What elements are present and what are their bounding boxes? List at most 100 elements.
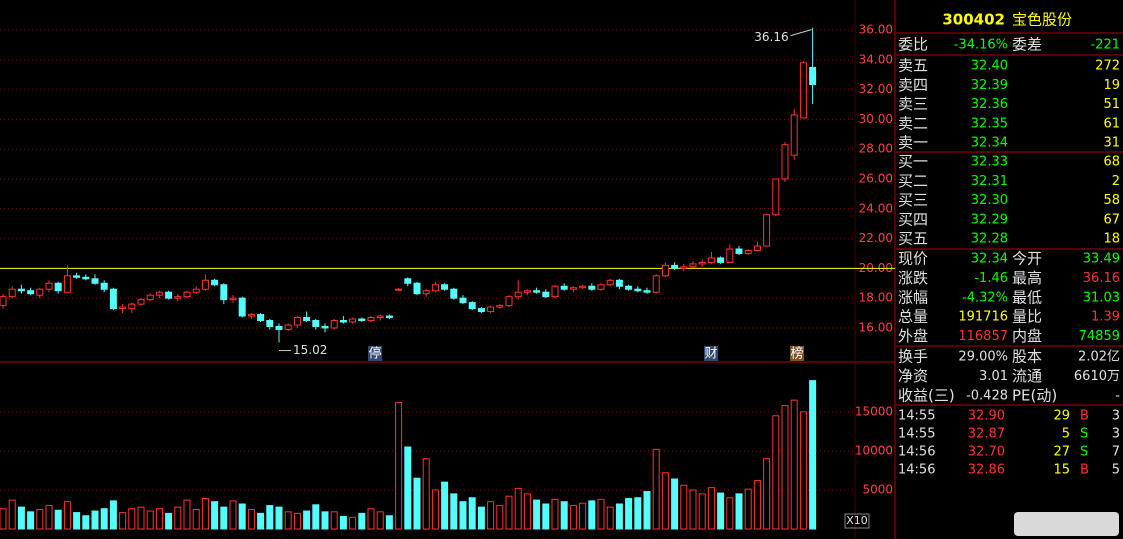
marker-box [790, 346, 804, 361]
tick-volume: 5 [1062, 427, 1070, 442]
volume-bar [551, 498, 559, 530]
volume-bar [183, 499, 191, 530]
volume-bar [339, 516, 347, 530]
book-volume: 31 [1103, 136, 1120, 151]
volume-bar [671, 478, 679, 530]
book-volume: 272 [1095, 59, 1120, 74]
volume-bar [413, 477, 421, 530]
stat-label: 涨跌 [898, 269, 928, 287]
candle-body [569, 287, 577, 290]
event-marker: 财 [704, 347, 717, 362]
volume-bar [634, 497, 642, 530]
candle-body [542, 291, 550, 298]
candle-body [165, 291, 173, 299]
stat-label: 股本 [1012, 348, 1042, 366]
volume-bar [441, 481, 449, 530]
tick-count: 7 [1112, 445, 1120, 460]
volume-bar [17, 506, 25, 530]
volume-bar [82, 515, 90, 530]
candle-body [395, 288, 403, 291]
marker-box [704, 346, 718, 361]
volume-bar [293, 512, 301, 530]
stat-value: 31.03 [1083, 290, 1120, 305]
candle-body [27, 290, 35, 295]
stat-label: 最高 [1012, 269, 1042, 287]
y-tick-label: 34.00 [859, 52, 893, 66]
tick-price: 32.86 [968, 463, 1005, 478]
volume-bar [0, 508, 7, 530]
candle-body [615, 279, 623, 287]
stat-value: 33.49 [1083, 252, 1120, 267]
stock-code: 300402 [942, 11, 1005, 29]
volume-bar [523, 493, 531, 530]
stat-label: 内盘 [1012, 327, 1042, 345]
volume-bar [146, 510, 154, 530]
candle-body [689, 263, 697, 268]
stat-label: 净资 [898, 367, 928, 385]
value: -34.16% [954, 38, 1008, 53]
candle-body [155, 291, 163, 296]
candle-body [579, 285, 587, 289]
annotation-label: 15.02 [293, 343, 327, 357]
candle-body [413, 282, 421, 295]
book-label: 买四 [898, 210, 928, 228]
candle-body [753, 245, 761, 251]
stat-value: 191716 [958, 310, 1008, 325]
candle-body [809, 66, 817, 86]
tick-volume: 15 [1053, 463, 1070, 478]
stock-name: 宝色股份 [1012, 11, 1072, 29]
candle-body [385, 315, 393, 319]
volume-unit: X10 [846, 514, 868, 527]
candle-body [551, 285, 559, 298]
candle-body [174, 296, 182, 299]
volume-bar [450, 493, 458, 530]
book-price: 32.36 [971, 97, 1008, 112]
book-label: 卖五 [898, 57, 928, 75]
candle-body [275, 325, 283, 330]
volume-bar [744, 488, 752, 530]
tick-side: B [1080, 463, 1089, 478]
book-volume: 2 [1112, 174, 1120, 189]
volume-bar [763, 458, 771, 530]
book-label: 买二 [898, 172, 928, 190]
candle-body [367, 317, 375, 322]
y-tick-label: 36.00 [859, 23, 893, 37]
candle-body [790, 114, 798, 156]
candle-body [698, 261, 706, 265]
annotation-label: 36.16 [754, 30, 788, 44]
y-tick-label: 22.00 [859, 231, 893, 245]
candle-body [137, 299, 145, 305]
candle-body [17, 288, 25, 292]
volume-bar [404, 446, 412, 530]
candle-body [183, 291, 191, 298]
candle-body [82, 276, 90, 280]
candle-body [211, 279, 219, 286]
volume-bar [109, 500, 117, 530]
volume-bar [229, 500, 237, 530]
volume-bar [367, 508, 375, 530]
volume-bar [579, 502, 587, 530]
volume-bar [137, 506, 145, 530]
volume-bar [781, 405, 789, 530]
candle-body [735, 248, 743, 254]
volume-bar [689, 489, 697, 530]
volume-bar [477, 506, 485, 530]
volume-bar [735, 493, 743, 530]
volume-bar [330, 511, 338, 530]
candle-body [404, 278, 412, 284]
stat-value: -4.32% [962, 290, 1008, 305]
volume-bar [606, 506, 614, 530]
candle-body [358, 318, 366, 322]
unit-box [844, 513, 870, 529]
volume-bar [542, 503, 550, 530]
y-tick-label: 28.00 [859, 142, 893, 156]
volume-bar [707, 487, 715, 530]
candle-body [772, 178, 780, 216]
tick-volume: 27 [1053, 445, 1070, 460]
volume-bar [468, 497, 476, 530]
y-tick-label: 26.00 [859, 171, 893, 185]
candle-body [312, 320, 320, 327]
stat-value: -1.46 [974, 271, 1008, 286]
annotation-arrow [790, 29, 812, 37]
